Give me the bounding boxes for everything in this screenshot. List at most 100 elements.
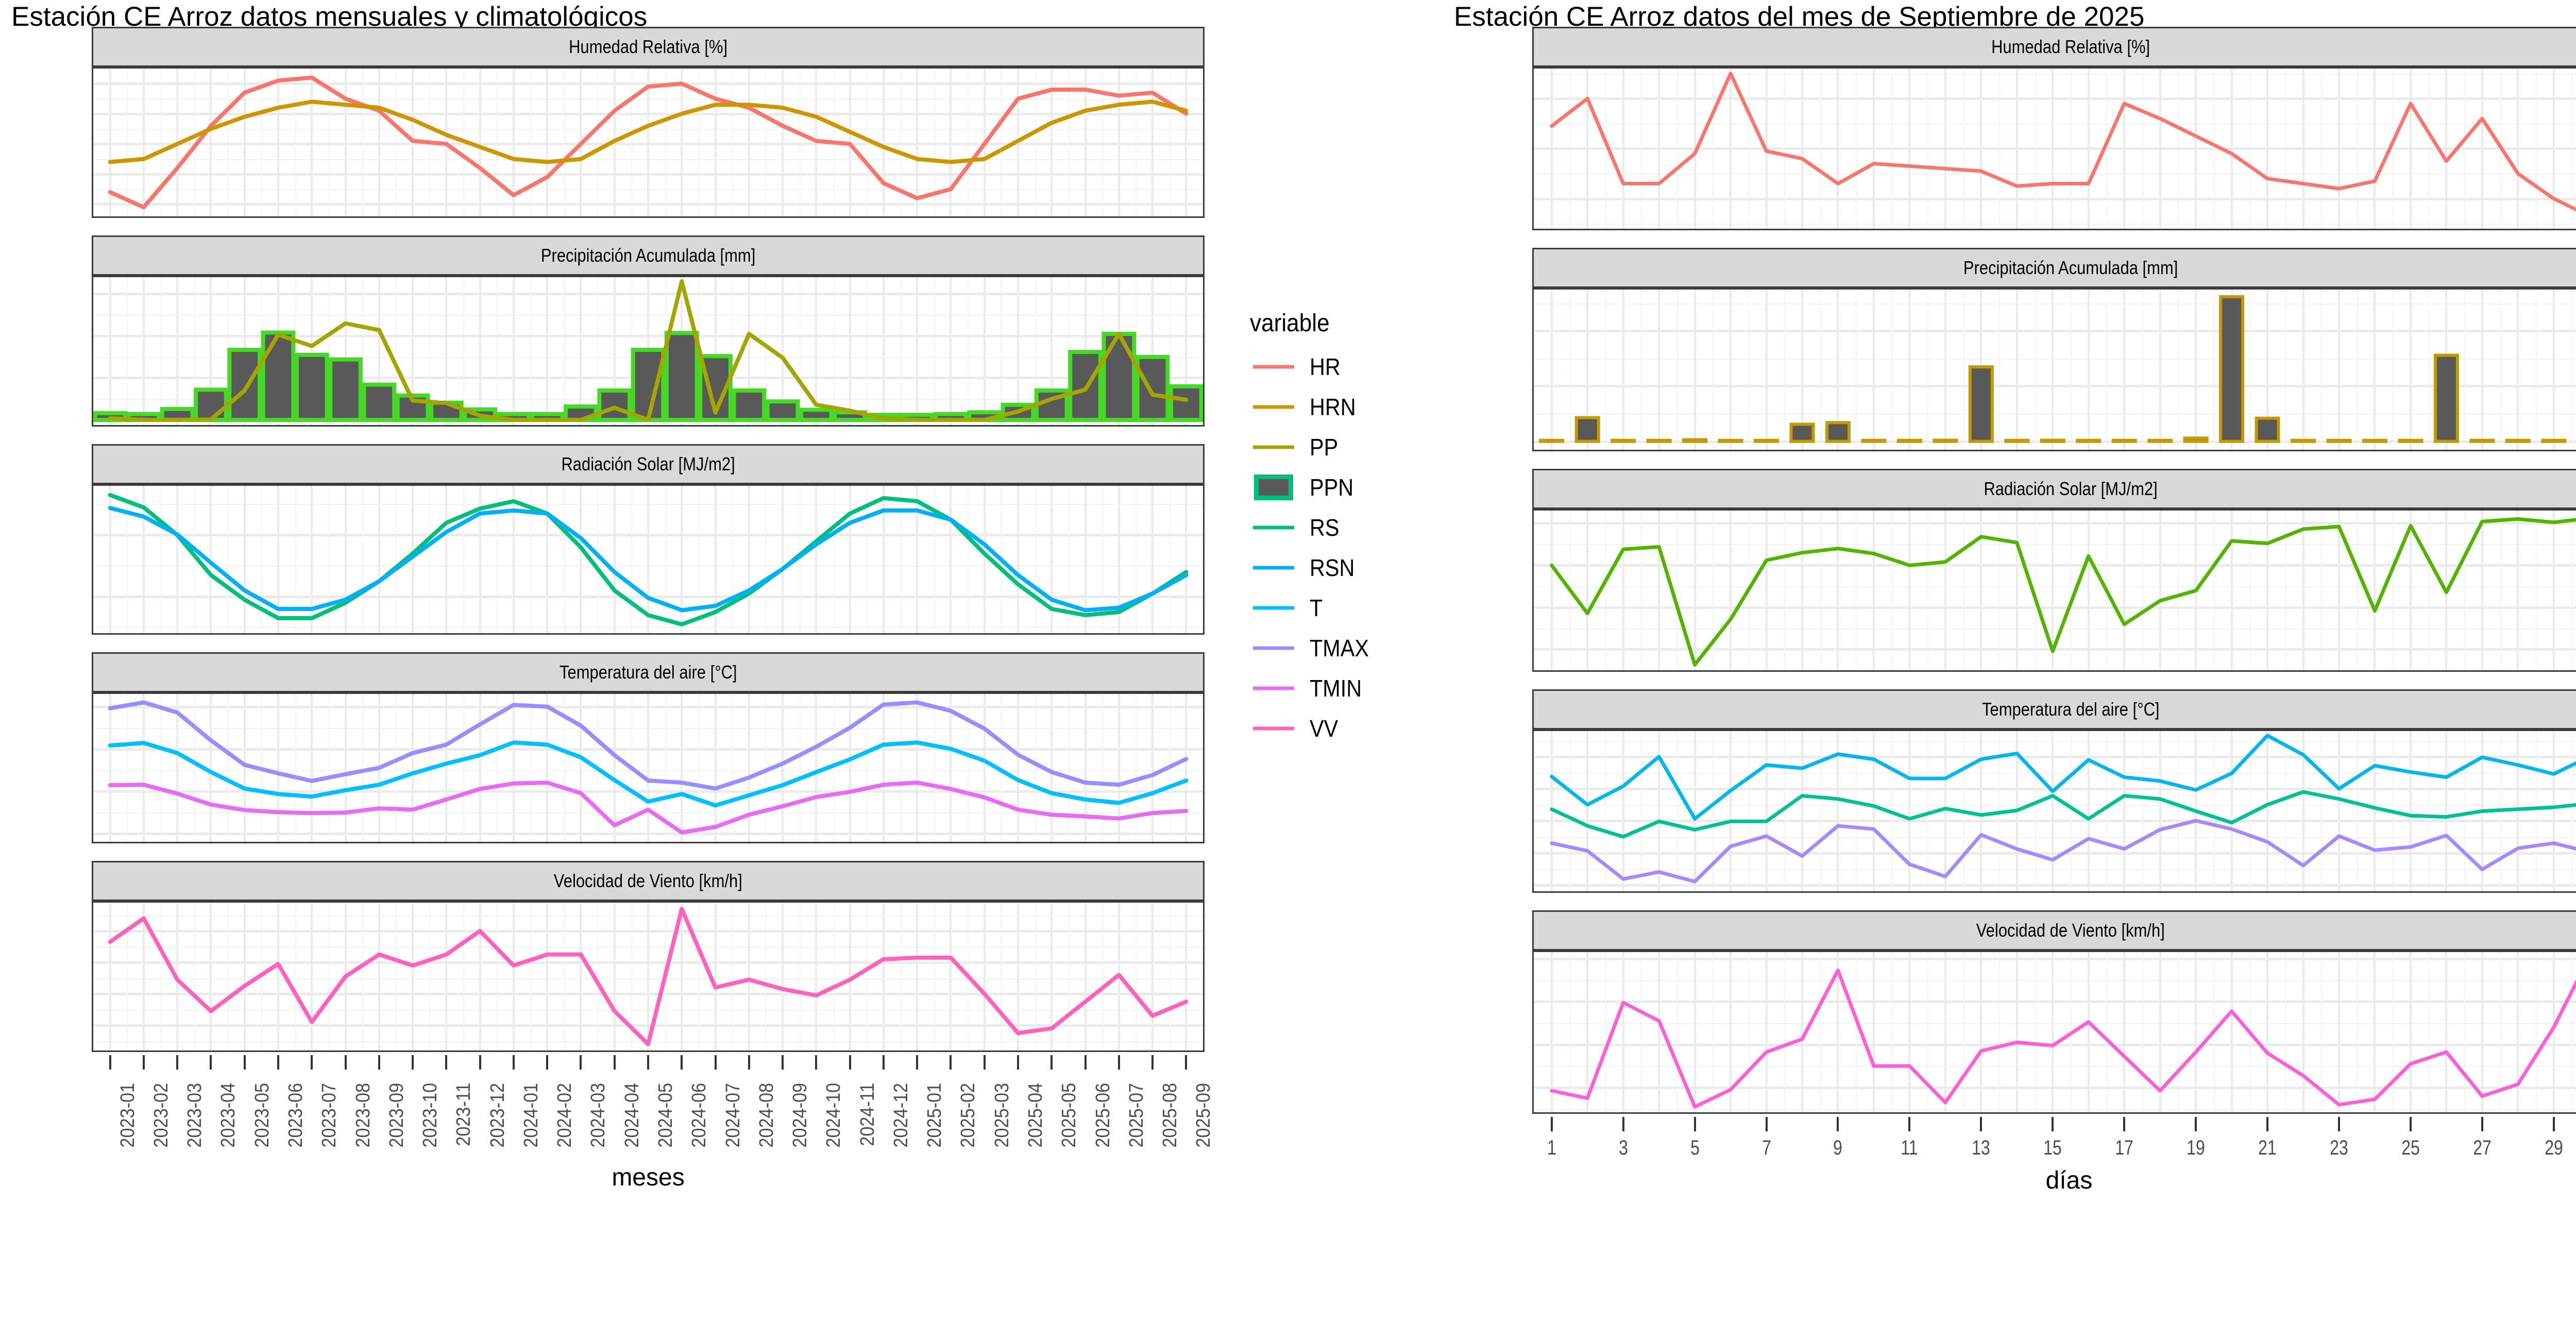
series-line-pp [108, 279, 1189, 422]
x-axis-tick-mark [681, 1055, 683, 1070]
y-axis-tick-mark [92, 1025, 93, 1029]
legend-bar-swatch [1254, 474, 1293, 500]
x-axis-tick-label: 15 [2043, 1137, 2062, 1159]
x-axis-tick-label: 2024-05 [655, 1082, 676, 1148]
legend-item-ppn[interactable]: PPN [1250, 467, 1376, 507]
y-axis-tick-mark [1532, 1001, 1534, 1006]
facet-strip-label: Temperatura del aire [°C] [1532, 689, 2576, 730]
facet-plot-area: 481216 [1532, 951, 2576, 1114]
facet-strip-label: Temperatura del aire [°C] [92, 652, 1205, 693]
precipitation-bar [597, 388, 632, 422]
facet-strip-label: Radiación Solar [MJ/m2] [92, 444, 1205, 484]
facet-plot-area: 0100200300 [92, 275, 1205, 427]
precipitation-bar [2147, 438, 2173, 443]
x-axis-tick-mark [512, 1055, 515, 1070]
precipitation-bar [2469, 438, 2495, 443]
facet-panel: Precipitación Acumulada [mm] 0100200300 [92, 235, 1205, 427]
legend-item-vv[interactable]: VV [1250, 708, 1376, 749]
x-axis-tick-mark [2195, 1117, 2197, 1131]
legend-item-label: PPN [1310, 474, 1354, 501]
x-axis-tick-label: 2024-01 [520, 1082, 542, 1148]
september-daily-figure: Estación CE Arroz datos del mes de Septi… [1440, 0, 2576, 1199]
x-axis-tick-mark [2552, 1117, 2555, 1131]
legend-item-t[interactable]: T [1250, 588, 1376, 628]
series-line-vv [108, 907, 1189, 1046]
precipitation-bar [1789, 422, 1815, 443]
x-axis-tick-mark [748, 1055, 750, 1070]
x-axis-tick-label: 11 [1901, 1137, 1919, 1159]
x-axis-tick-label: 2023-03 [184, 1082, 206, 1148]
legend-line-swatch [1253, 405, 1294, 409]
y-axis-tick-mark [92, 377, 93, 382]
y-axis-tick-mark [1532, 820, 1534, 825]
facet-panel: Temperatura del aire [°C] 05101520 [1532, 689, 2576, 893]
y-axis-tick-mark [1532, 98, 1534, 103]
facet-strip-text: Radiación Solar [MJ/m2] [1984, 478, 2158, 499]
x-axis-tick-mark [1765, 1117, 1768, 1131]
x-axis-tick-mark [1837, 1117, 1839, 1131]
precipitation-bar [1861, 438, 1887, 443]
legend-item-rs[interactable]: RS [1250, 507, 1376, 548]
facet-panel: Velocidad de Viento [km/h] 6789 [92, 861, 1205, 1052]
facet-strip-label: Radiación Solar [MJ/m2] [1532, 468, 2576, 509]
legend-item-tmin[interactable]: TMIN [1250, 668, 1376, 708]
x-axis-tick-label: 2025-02 [957, 1082, 979, 1148]
x-axis-tick-mark [1550, 1117, 1553, 1131]
x-axis-tick-mark [1117, 1055, 1120, 1070]
legend-item-tmax[interactable]: TMAX [1250, 628, 1376, 668]
legend-key-swatch [1250, 708, 1297, 749]
x-axis-tick-mark [277, 1055, 279, 1070]
y-axis-tick-mark [1532, 385, 1534, 390]
x-axis-tick-mark [647, 1055, 649, 1070]
precipitation-bar [2326, 438, 2352, 443]
x-axis-tick-label: 21 [2258, 1137, 2277, 1159]
facet-strip-text: Velocidad de Viento [km/h] [553, 870, 743, 892]
legend-line-swatch [1253, 646, 1294, 650]
y-axis-tick-mark [1532, 788, 1534, 793]
legend-line-swatch [1253, 726, 1294, 731]
x-axis-tick-label: 2024-04 [621, 1082, 643, 1148]
right-x-axis-title: días [2045, 1167, 2093, 1194]
x-axis-tick-label: 2025-01 [924, 1082, 946, 1148]
facet-strip-label: Velocidad de Viento [km/h] [1532, 910, 2576, 951]
legend-line-swatch [1253, 445, 1294, 449]
x-axis-tick-label: 2024-08 [755, 1082, 777, 1148]
series-canvas [108, 700, 1189, 835]
series-line-rs [1550, 517, 2576, 667]
x-axis-tick-mark [142, 1055, 145, 1070]
facet-plot-area: 708090 [1532, 67, 2576, 230]
x-axis-tick-label: 2023-10 [419, 1082, 442, 1148]
facet-strip-text: Radiación Solar [MJ/m2] [561, 453, 735, 474]
series-canvas [108, 75, 1189, 210]
legend-item-hr[interactable]: HR [1250, 347, 1376, 387]
x-axis-tick-label: 2024-11 [856, 1082, 878, 1146]
x-axis-tick-label: 2024-07 [722, 1082, 744, 1148]
series-canvas [93, 279, 1203, 422]
legend-item-rsn[interactable]: RSN [1250, 548, 1376, 588]
x-axis-tick-label: 2023-07 [318, 1082, 341, 1148]
x-axis-tick-label: 2024-10 [823, 1082, 845, 1148]
facet-strip-label: Velocidad de Viento [km/h] [92, 861, 1205, 902]
x-axis-tick-mark [176, 1055, 179, 1070]
y-axis-tick-mark [92, 173, 93, 178]
y-axis-tick-mark [1532, 958, 1534, 962]
facet-strip-text: Temperatura del aire [°C] [1981, 699, 2160, 720]
x-axis-tick-mark [714, 1055, 717, 1070]
x-axis-tick-label: 2023-09 [385, 1082, 408, 1148]
legend-item-label: T [1310, 595, 1323, 621]
series-canvas [1539, 295, 2567, 443]
x-axis-tick-mark [1084, 1055, 1087, 1070]
facet-panel: Humedad Relativa [%] 708090 [1532, 27, 2576, 230]
facet-plot-area: 6789 [92, 901, 1205, 1052]
legend-item-pp[interactable]: PP [1250, 427, 1376, 467]
x-axis-tick-label: 23 [2330, 1137, 2348, 1159]
y-axis-tick-mark [92, 930, 93, 935]
y-axis-tick-mark [92, 293, 93, 298]
facet-plot-area: 5101520 [1532, 508, 2576, 672]
x-axis-tick-label: 5 [1690, 1137, 1700, 1159]
legend-key-swatch [1250, 628, 1297, 668]
legend-item-hrn[interactable]: HRN [1250, 387, 1376, 427]
y-axis-tick-mark [1532, 606, 1534, 611]
grid-lines [1534, 69, 2576, 229]
precipitation-bar [664, 331, 699, 422]
